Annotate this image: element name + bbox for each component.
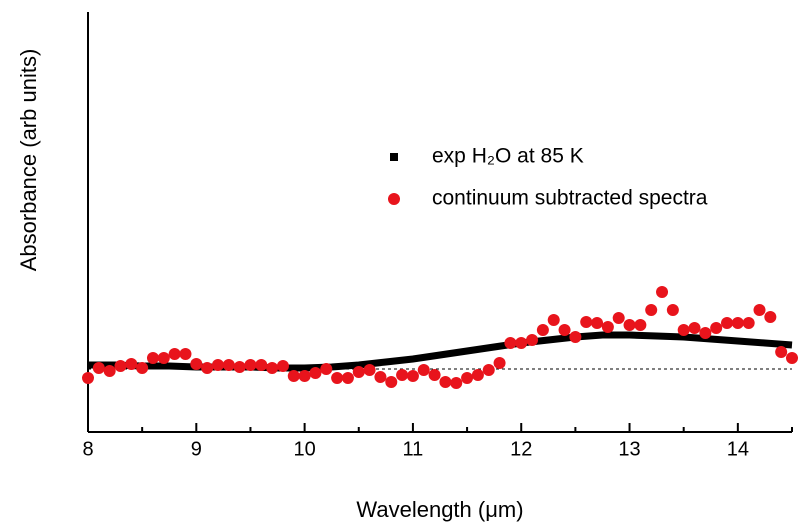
point	[222, 359, 235, 371]
point	[92, 362, 105, 374]
point	[601, 321, 614, 333]
point	[612, 312, 625, 324]
point	[341, 372, 354, 384]
x-tick-label: 8	[82, 438, 93, 460]
x-tick-label: 9	[191, 438, 202, 460]
point	[331, 372, 344, 384]
point	[417, 364, 430, 376]
legend-label: exp H₂O at 85 K	[432, 145, 584, 168]
point	[721, 317, 734, 329]
point	[569, 331, 582, 343]
point	[439, 376, 452, 388]
point	[276, 360, 289, 372]
point	[558, 324, 571, 336]
point	[504, 337, 517, 349]
point	[580, 316, 593, 328]
point	[157, 352, 170, 364]
point	[363, 364, 376, 376]
point	[471, 369, 484, 381]
x-tick-label: 10	[293, 438, 315, 460]
point	[352, 366, 365, 378]
point	[309, 367, 322, 379]
point	[428, 369, 441, 381]
point	[775, 346, 788, 358]
point	[515, 337, 528, 349]
point	[656, 286, 669, 298]
point	[666, 304, 679, 316]
x-axis-label: Wavelength (μm)	[356, 497, 523, 522]
point	[406, 370, 419, 382]
point	[493, 357, 506, 369]
point	[190, 358, 203, 370]
x-tick-label: 14	[727, 438, 749, 460]
x-tick-label: 11	[403, 438, 424, 460]
point	[298, 370, 311, 382]
y-axis-label: Absorbance (arb units)	[16, 49, 41, 272]
point	[146, 352, 159, 364]
point	[645, 304, 658, 316]
point	[255, 359, 268, 371]
point	[710, 322, 723, 334]
x-tick-label: 13	[618, 438, 640, 460]
point	[211, 359, 224, 371]
point	[688, 322, 701, 334]
point	[699, 327, 712, 339]
point	[461, 372, 474, 384]
point	[114, 360, 127, 372]
point	[179, 348, 192, 360]
point	[482, 364, 495, 376]
point	[450, 377, 463, 389]
point	[753, 304, 766, 316]
point	[634, 319, 647, 331]
point	[233, 361, 246, 373]
point	[103, 365, 116, 377]
point	[136, 362, 149, 374]
point	[201, 362, 214, 374]
point	[731, 317, 744, 329]
legend-marker	[390, 153, 398, 161]
point	[374, 371, 387, 383]
point	[287, 370, 300, 382]
point	[244, 359, 257, 371]
point	[320, 363, 333, 375]
point	[623, 319, 636, 331]
point	[266, 362, 279, 374]
legend-label: continuum subtracted spectra	[432, 187, 708, 210]
point	[168, 348, 181, 360]
point	[547, 314, 560, 326]
point	[385, 376, 398, 388]
point	[125, 358, 138, 370]
point	[396, 369, 409, 381]
point	[677, 324, 690, 336]
point	[786, 352, 798, 364]
x-tick-label: 12	[510, 438, 532, 460]
point	[536, 324, 549, 336]
point	[764, 311, 777, 323]
point	[526, 334, 539, 346]
legend-marker	[388, 193, 400, 205]
point	[82, 372, 94, 384]
point	[591, 317, 604, 329]
point	[742, 317, 755, 329]
